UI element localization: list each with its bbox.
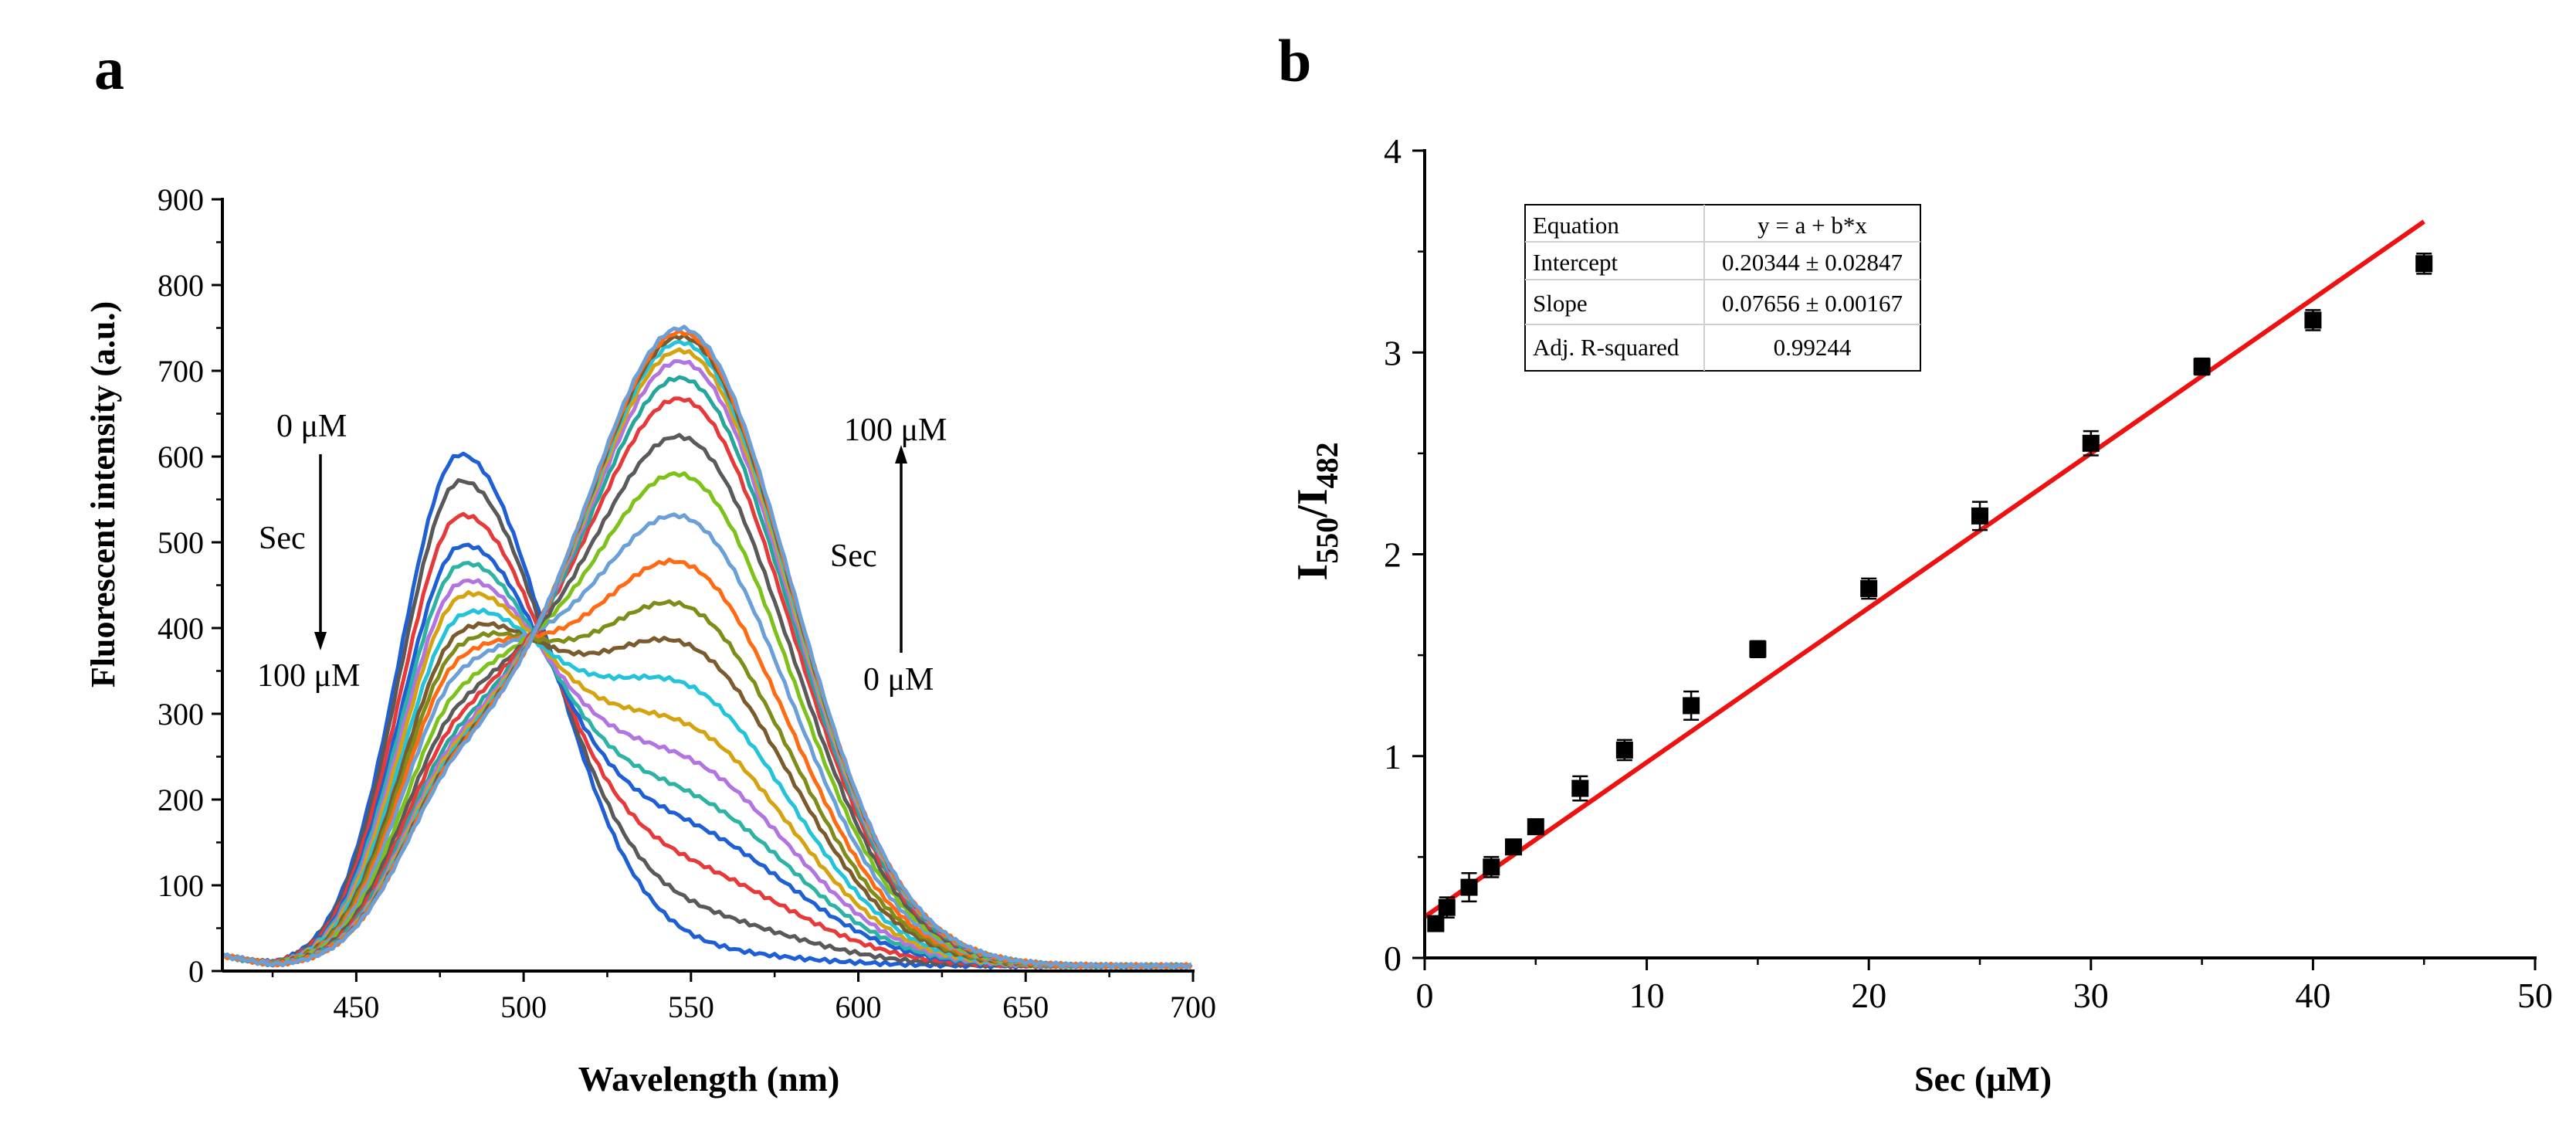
panel-b-x-tick-label: 40 xyxy=(2295,976,2330,1015)
panel-a-axes xyxy=(221,198,1195,973)
fit-table-key: Adj. R-squared xyxy=(1533,334,1679,361)
panel-b-y-tick-label: 4 xyxy=(1384,131,1402,171)
panel-b-x-tick-label: 10 xyxy=(1629,976,1665,1015)
data-point xyxy=(1527,818,1544,836)
fit-table-value: 0.20344 ± 0.02847 xyxy=(1722,249,1903,276)
panel-b-y-tick-label: 2 xyxy=(1384,535,1402,575)
data-point xyxy=(1438,898,1456,916)
fit-table-key: Equation xyxy=(1533,212,1619,239)
panel-b-fit-line xyxy=(1423,219,2425,919)
spectrum-curve xyxy=(222,324,1193,970)
panel-b-x-tick-label: 0 xyxy=(1416,976,1434,1015)
spectrum-curve xyxy=(221,621,1193,970)
fit-table-key: Slope xyxy=(1533,290,1588,317)
panel-a-x-tick-label: 650 xyxy=(1002,990,1049,1024)
data-point xyxy=(1860,579,1878,597)
panel-b-y-axis-title: I550/I482 xyxy=(1289,442,1344,580)
data-point xyxy=(2304,311,2322,329)
panel-a-y-tick-label: 700 xyxy=(158,354,204,389)
data-point xyxy=(1683,697,1700,715)
data-point xyxy=(2082,434,2100,452)
panel-a-y-tick-label: 200 xyxy=(158,783,204,817)
fit-table-value: 0.99244 xyxy=(1774,334,1852,361)
panel-b-y-tick-label: 3 xyxy=(1384,333,1402,372)
y-title-sub-550: 550 xyxy=(1310,518,1344,564)
panel-b-data-points xyxy=(1427,252,2433,932)
annotation-left-100uM: 100 μM xyxy=(257,658,360,694)
data-point xyxy=(1749,640,1767,658)
panel-b: b I550/I482 Sec (μM) 0 1 2 3 4 0 10 20 30 40 50 E… xyxy=(1278,27,2553,1099)
panel-b-label: b xyxy=(1278,27,1311,94)
annotation-right-sec: Sec xyxy=(830,538,877,574)
annotation-right-100uM: 100 μM xyxy=(844,413,947,448)
panel-a-y-tick-label: 100 xyxy=(158,868,204,903)
panel-a-x-tick-label: 550 xyxy=(668,990,714,1024)
panel-b-x-axis-title: Sec (μM) xyxy=(1914,1059,2052,1099)
y-title-sub-482: 482 xyxy=(1310,442,1344,488)
panel-a-y-tick-label: 900 xyxy=(158,182,204,217)
panel-a-y-tick-label: 500 xyxy=(158,525,204,560)
linear-fit-line xyxy=(1423,219,2425,919)
panel-a: a Fluorescent intensity (a.u.) Wavelengt… xyxy=(84,35,1216,1099)
panel-b-x-tick-label: 50 xyxy=(2517,976,2553,1015)
fit-table-value: 0.07656 ± 0.00167 xyxy=(1722,290,1903,317)
panel-a-x-tick-labels: 450 500 550 600 650 700 xyxy=(333,990,1216,1024)
panel-b-axes xyxy=(1423,149,2537,959)
annotation-left-0uM: 0 μM xyxy=(276,409,347,444)
fit-table: Equation y = a + b*x Intercept 0.20344 ±… xyxy=(1524,204,1921,372)
panel-b-y-tick-label: 1 xyxy=(1384,737,1402,776)
y-title-slash-i: /I xyxy=(1289,488,1337,518)
data-point xyxy=(1427,915,1445,932)
fit-table-border xyxy=(1524,204,1921,372)
panel-b-x-tick-labels: 0 10 20 30 40 50 xyxy=(1416,976,2554,1015)
arrow-down-head xyxy=(314,632,327,650)
panel-a-x-tick-label: 600 xyxy=(836,990,882,1024)
panel-a-x-tick-label: 450 xyxy=(333,990,379,1024)
panel-a-x-axis-title: Wavelength (nm) xyxy=(578,1059,840,1099)
panel-a-label: a xyxy=(94,35,124,102)
fit-table-value: y = a + b*x xyxy=(1757,212,1867,239)
panel-b-y-tick-label: 0 xyxy=(1384,939,1402,978)
data-point xyxy=(2415,255,2433,273)
y-title-i: I xyxy=(1289,564,1337,581)
panel-b-x-tick-label: 20 xyxy=(1851,976,1886,1015)
data-point xyxy=(1483,858,1500,876)
panel-a-y-tick-label: 800 xyxy=(158,268,204,303)
data-point xyxy=(1460,878,1478,896)
panel-a-y-tick-label: 600 xyxy=(158,440,204,474)
annotation-left-sec: Sec xyxy=(259,521,306,556)
data-point xyxy=(1971,507,1988,525)
panel-a-y-tick-labels: 0 100 200 300 400 500 600 700 800 900 xyxy=(158,182,204,989)
panel-a-x-tick-label: 700 xyxy=(1170,990,1216,1024)
panel-a-y-tick-label: 400 xyxy=(158,611,204,646)
arrow-up-head xyxy=(895,445,907,464)
annotation-right-0uM: 0 μM xyxy=(863,662,934,698)
data-point xyxy=(1571,779,1589,797)
data-point xyxy=(2193,358,2211,375)
panel-a-x-tick-label: 500 xyxy=(500,990,547,1024)
fit-table-key: Intercept xyxy=(1533,249,1618,276)
panel-a-y-tick-label: 0 xyxy=(188,954,204,989)
panel-a-y-axis-title: Fluorescent intensity (a.u.) xyxy=(84,301,122,688)
panel-b-x-tick-label: 30 xyxy=(2073,976,2109,1015)
panel-b-y-tick-labels: 0 1 2 3 4 xyxy=(1384,131,1402,978)
data-point xyxy=(1615,741,1633,759)
panel-b-ticks xyxy=(1412,149,2537,970)
panel-a-curves xyxy=(221,324,1193,970)
data-point xyxy=(1505,838,1523,856)
panel-a-y-tick-label: 300 xyxy=(158,697,204,732)
